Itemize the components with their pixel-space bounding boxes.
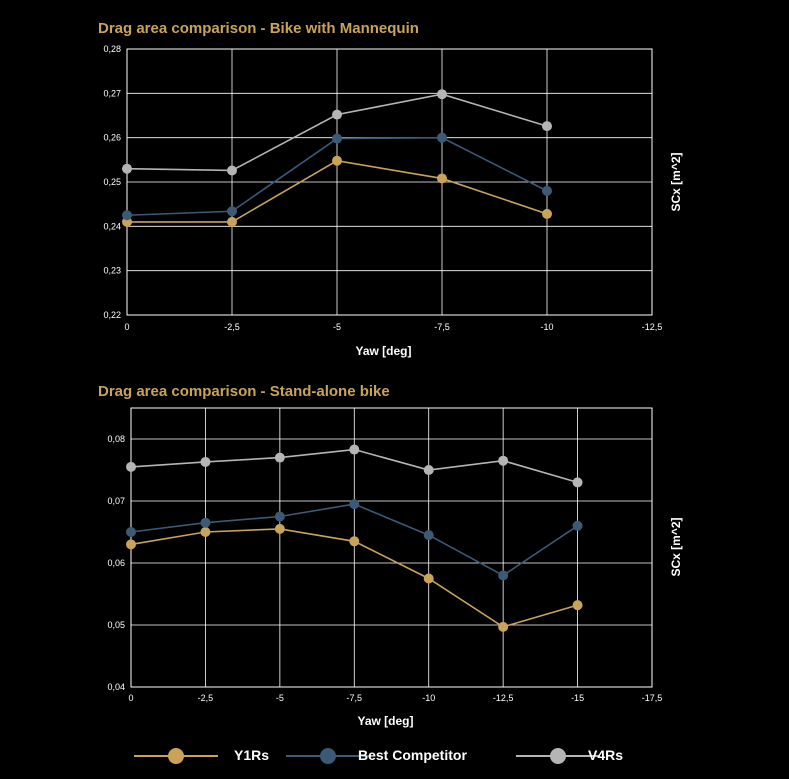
standalone-y-tick-label: 0,07: [107, 496, 125, 506]
mannequin-x-tick-label: -5: [333, 322, 341, 332]
mannequin-point-best-competitor: [122, 210, 132, 221]
mannequin-y-tick-label: 0,25: [103, 177, 121, 187]
mannequin-x-tick-label: -7,5: [434, 322, 450, 332]
standalone-point-y1rs: [423, 573, 434, 584]
standalone-point-y1rs: [126, 539, 136, 550]
standalone-point-v4rs: [349, 444, 360, 455]
charts-canvas: 0,22 0,23 0,24 0,25 0,26 0,27 0,28 0 -2,5 -5 -7,5 -…: [103, 44, 683, 728]
mannequin-x-tick-label: -2,5: [224, 322, 240, 332]
legend: Y1Rs Best Competitor V4Rs: [0, 738, 789, 774]
standalone-point-v4rs: [200, 456, 211, 467]
standalone-point-y1rs: [498, 621, 509, 632]
standalone-point-v4rs: [423, 465, 434, 475]
mannequin-y-tick-label: 0,27: [103, 88, 121, 98]
standalone-y-tick-label: 0,04: [107, 682, 125, 692]
mannequin-y-tick-label: 0,24: [103, 221, 121, 231]
standalone-x-tick-label: -12,5: [493, 693, 514, 703]
mannequin-point-y1rs: [437, 173, 447, 184]
standalone-point-y1rs: [200, 527, 211, 537]
standalone-x-tick-label: -17,5: [642, 693, 663, 703]
standalone-x-tick-label: -10: [422, 693, 435, 703]
standalone-point-best-competitor: [200, 517, 211, 528]
legend-marker-v4rs: [550, 748, 566, 764]
standalone-point-v4rs: [126, 461, 136, 472]
mannequin-y-tick-label: 0,28: [103, 44, 121, 54]
mannequin-point-best-competitor: [227, 206, 237, 217]
legend-label-best-competitor: Best Competitor: [358, 747, 467, 763]
standalone-point-best-competitor: [572, 520, 583, 531]
standalone-y-tick-label: 0,05: [107, 620, 125, 630]
mannequin-x-tick-label: 0: [124, 322, 129, 332]
legend-marker-best-competitor: [320, 748, 336, 764]
mannequin-x-tick-label: -10: [540, 322, 553, 332]
mannequin-point-v4rs: [227, 165, 237, 176]
mannequin-point-v4rs: [542, 121, 552, 132]
mannequin-y-tick-label: 0,26: [103, 133, 121, 143]
standalone-point-best-competitor: [423, 530, 434, 541]
standalone-point-best-competitor: [498, 570, 509, 581]
mannequin-y-tick-label: 0,23: [103, 266, 121, 276]
mannequin-point-best-competitor: [332, 133, 342, 144]
standalone-y-tick-label: 0,08: [107, 434, 125, 444]
mannequin-x-axis-label: Yaw [deg]: [355, 344, 411, 358]
standalone-point-y1rs: [349, 536, 360, 547]
legend-label-y1rs: Y1Rs: [234, 747, 270, 763]
standalone-point-v4rs: [572, 477, 583, 488]
standalone-y-axis-label: SCx [m^2]: [669, 517, 683, 576]
standalone-x-tick-label: -2,5: [198, 693, 214, 703]
standalone-point-best-competitor: [126, 527, 136, 537]
standalone-plot-frame: [130, 407, 653, 688]
standalone-point-best-competitor: [274, 511, 285, 522]
standalone-point-v4rs: [498, 455, 509, 466]
mannequin-y-axis-label: SCx [m^2]: [669, 152, 683, 211]
standalone-x-tick-label: 0: [128, 693, 133, 703]
mannequin-point-v4rs: [122, 163, 132, 174]
standalone-point-best-competitor: [349, 499, 360, 510]
mannequin-y-tick-label: 0,22: [103, 310, 121, 320]
chart-title-mannequin: Drag area comparison - Bike with Mannequ…: [98, 20, 419, 37]
mannequin-point-best-competitor: [437, 132, 447, 143]
mannequin-x-tick-label: -12,5: [642, 322, 663, 332]
standalone-x-axis-label: Yaw [deg]: [357, 714, 413, 728]
mannequin-point-best-competitor: [542, 185, 552, 196]
standalone-x-tick-label: -15: [571, 693, 584, 703]
standalone-point-v4rs: [274, 452, 285, 463]
chart-title-standalone: Drag area comparison - Stand-alone bike: [98, 383, 390, 400]
legend-marker-y1rs: [168, 748, 184, 764]
mannequin-point-v4rs: [437, 89, 447, 100]
mannequin-point-y1rs: [332, 155, 342, 166]
standalone-point-y1rs: [572, 600, 583, 611]
standalone-y-tick-label: 0,06: [107, 558, 125, 568]
legend-label-v4rs: V4Rs: [588, 747, 624, 763]
standalone-x-tick-label: -5: [276, 693, 284, 703]
standalone-point-y1rs: [274, 523, 285, 534]
mannequin-point-y1rs: [227, 216, 237, 227]
standalone-x-tick-label: -7,5: [347, 693, 363, 703]
mannequin-point-v4rs: [332, 109, 342, 120]
mannequin-point-y1rs: [542, 208, 552, 219]
